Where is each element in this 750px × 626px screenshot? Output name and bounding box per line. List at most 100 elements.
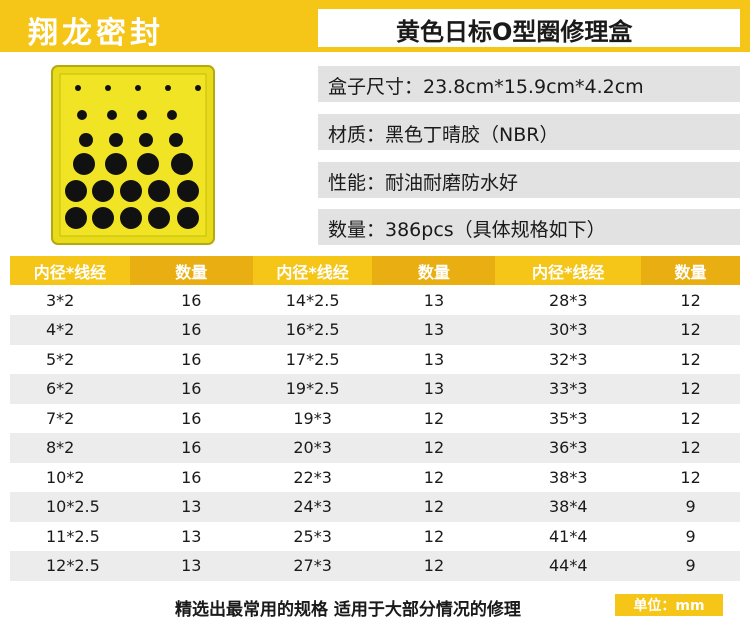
table-row: 8*2 16 20*3 12 36*3 12 <box>10 433 741 463</box>
header-size-2: 内径*线经 <box>252 256 373 285</box>
spec-size: 盒子尺寸：23.8cm*15.9cm*4.2cm <box>318 66 740 102</box>
oring-icon <box>105 85 111 91</box>
header-qty-1: 数量 <box>129 256 253 285</box>
size-cell: 8*2 <box>10 433 130 463</box>
size-cell: 27*3 <box>252 551 373 581</box>
table-row: 6*2 16 19*2.5 13 33*3 12 <box>10 374 741 404</box>
qty-cell: 12 <box>641 315 741 345</box>
product-title: 黄色日标O型圈修理盒 <box>396 18 633 46</box>
qty-cell: 12 <box>641 403 741 433</box>
size-cell: 24*3 <box>252 492 373 522</box>
qty-cell: 16 <box>129 285 253 315</box>
qty-cell: 13 <box>129 551 253 581</box>
oring-icon <box>73 153 95 175</box>
oring-icon <box>177 180 199 202</box>
oring-icon <box>171 153 193 175</box>
qty-cell: 12 <box>372 462 496 492</box>
size-cell: 17*2.5 <box>252 344 373 374</box>
table-row: 4*2 16 16*2.5 13 30*3 12 <box>10 315 741 345</box>
qty-cell: 13 <box>129 492 253 522</box>
qty-cell: 13 <box>129 521 253 551</box>
qty-cell: 9 <box>641 551 741 581</box>
title-box: 黄色日标O型圈修理盒 <box>318 9 740 47</box>
header-qty-2: 数量 <box>372 256 496 285</box>
qty-cell: 12 <box>372 433 496 463</box>
oring-icon <box>105 153 127 175</box>
table-header: 内径*线经 数量 内径*线经 数量 内径*线经 数量 <box>10 256 740 286</box>
table-row: 10*2.5 13 24*3 12 38*4 9 <box>10 492 741 522</box>
table-row: 3*2 16 14*2.5 13 28*3 12 <box>10 285 741 315</box>
qty-cell: 12 <box>641 462 741 492</box>
oring-icon <box>167 110 177 120</box>
header-size-1: 内径*线经 <box>10 256 130 285</box>
unit-badge: 单位：mm <box>615 594 723 616</box>
qty-cell: 9 <box>641 492 741 522</box>
size-cell: 12*2.5 <box>10 551 130 581</box>
size-cell: 38*4 <box>495 492 642 522</box>
size-cell: 10*2 <box>10 462 130 492</box>
size-cell: 10*2.5 <box>10 492 130 522</box>
size-cell: 22*3 <box>252 462 373 492</box>
oring-icon <box>165 85 171 91</box>
brand-name: 翔龙密封 <box>28 16 164 51</box>
product-photo-icon <box>51 65 215 245</box>
oring-icon <box>195 85 201 91</box>
oring-icon <box>148 207 170 229</box>
qty-cell: 13 <box>372 374 496 404</box>
qty-cell: 12 <box>641 374 741 404</box>
size-cell: 25*3 <box>252 521 373 551</box>
oring-icon <box>120 207 142 229</box>
oring-icon <box>92 180 114 202</box>
size-cell: 3*2 <box>10 285 130 315</box>
qty-cell: 16 <box>129 403 253 433</box>
qty-cell: 13 <box>372 344 496 374</box>
size-cell: 19*2.5 <box>252 374 373 404</box>
oring-icon <box>139 133 153 147</box>
size-cell: 36*3 <box>495 433 642 463</box>
oring-icon <box>65 180 87 202</box>
table-row: 7*2 16 19*3 12 35*3 12 <box>10 403 741 433</box>
qty-cell: 16 <box>129 462 253 492</box>
oring-icon <box>109 133 123 147</box>
qty-cell: 16 <box>129 433 253 463</box>
qty-cell: 12 <box>641 433 741 463</box>
size-cell: 38*3 <box>495 462 642 492</box>
table-row: 12*2.5 13 27*3 12 44*4 9 <box>10 551 741 581</box>
table-row: 11*2.5 13 25*3 12 41*4 9 <box>10 521 741 551</box>
size-cell: 32*3 <box>495 344 642 374</box>
size-cell: 44*4 <box>495 551 642 581</box>
size-cell: 7*2 <box>10 403 130 433</box>
size-cell: 28*3 <box>495 285 642 315</box>
size-cell: 4*2 <box>10 315 130 345</box>
oring-icon <box>169 133 183 147</box>
footer: 精选出最常用的规格 适用于大部分情况的修理 单位：mm <box>0 591 750 626</box>
spec-material: 材质：黑色丁晴胶（NBR） <box>318 114 740 150</box>
oring-icon <box>177 207 199 229</box>
qty-cell: 9 <box>641 521 741 551</box>
qty-cell: 12 <box>372 551 496 581</box>
qty-cell: 12 <box>641 344 741 374</box>
header-qty-3: 数量 <box>641 256 740 285</box>
spec-table: 内径*线经 数量 内径*线经 数量 内径*线经 数量 3*2 16 14*2.5 13… <box>10 256 741 581</box>
size-cell: 20*3 <box>252 433 373 463</box>
oring-icon <box>65 207 87 229</box>
oring-icon <box>77 110 87 120</box>
size-cell: 41*4 <box>495 521 642 551</box>
oring-icon <box>120 180 142 202</box>
oring-icon <box>137 153 159 175</box>
qty-cell: 13 <box>372 285 496 315</box>
oring-icon <box>137 110 147 120</box>
oring-icon <box>107 110 117 120</box>
size-cell: 35*3 <box>495 403 642 433</box>
oring-icon <box>92 207 114 229</box>
qty-cell: 12 <box>372 403 496 433</box>
brand-banner: 翔龙密封 <box>0 0 300 52</box>
size-cell: 30*3 <box>495 315 642 345</box>
size-cell: 19*3 <box>252 403 373 433</box>
qty-cell: 16 <box>129 315 253 345</box>
qty-cell: 12 <box>641 285 741 315</box>
size-cell: 6*2 <box>10 374 130 404</box>
size-cell: 14*2.5 <box>252 285 373 315</box>
size-cell: 33*3 <box>495 374 642 404</box>
qty-cell: 16 <box>129 374 253 404</box>
